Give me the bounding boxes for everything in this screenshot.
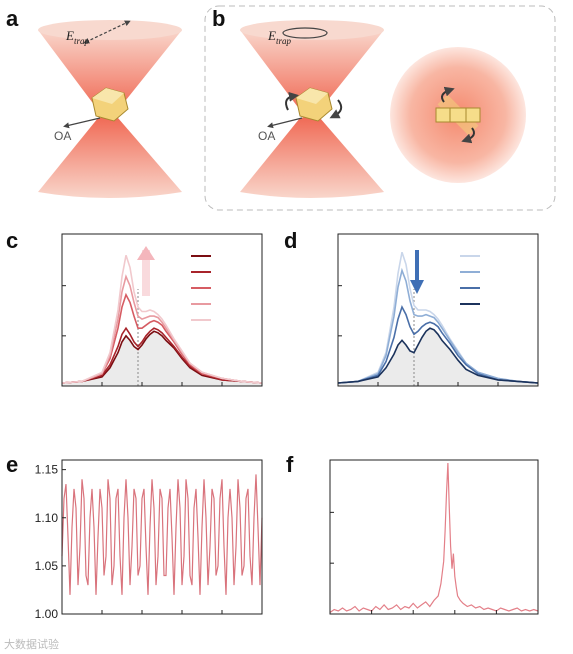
series-line-0 [61, 330, 263, 384]
panel-label-c: c [6, 228, 18, 253]
optical-axis-arrow-b [267, 117, 303, 129]
panel-label-d: d [284, 228, 297, 253]
axes-frame [61, 459, 263, 615]
axes-frame [337, 233, 539, 387]
beam-lower-cone [38, 117, 182, 198]
panel-f: f [286, 452, 539, 615]
series-line-160 [337, 327, 539, 384]
beam-upper-cone [38, 30, 182, 111]
series-line-140 [337, 304, 539, 384]
decrease-arrowhead [410, 280, 424, 294]
increase-arrowhead [137, 246, 155, 260]
chart-f [329, 459, 539, 615]
optical-axis-label: OA [54, 129, 71, 143]
series-line-80 [61, 255, 263, 384]
optical-axis-arrow [63, 117, 101, 129]
series-line-20 [61, 326, 263, 384]
shaded-area [338, 328, 538, 386]
panel-c: c [6, 228, 263, 387]
beam-top-ellipse-b [240, 20, 384, 40]
crystal-top-view-icon [435, 107, 481, 123]
y-tick-label: 1.05 [35, 559, 59, 573]
beam-upper-cone-b [240, 30, 384, 111]
panel-d: d [284, 228, 539, 387]
y-tick-label: 1.10 [35, 511, 59, 525]
panel-label-a: a [6, 6, 19, 31]
spin-arrow-bottom-icon [461, 127, 475, 144]
panel-label-b: b [212, 6, 225, 31]
chart-e: 1.00 1.05 1.10 1.15 [35, 459, 263, 621]
increase-arrow-icon [142, 250, 150, 296]
y-tick-label: 1.00 [35, 607, 59, 621]
series-line-40 [61, 292, 263, 384]
shaded-area [62, 331, 262, 386]
panel-b-frame [204, 5, 556, 211]
crystal-top-face-b [296, 88, 328, 104]
rotation-arrow-left-icon [285, 91, 299, 111]
panel-e: e 1.00 1.05 1.10 1.15 [6, 452, 263, 621]
series-line-120 [337, 267, 539, 384]
y-tick-label: 1.15 [35, 463, 59, 477]
field-label-a: Etrap [65, 28, 89, 46]
chart-c [61, 233, 263, 387]
watermark: 大数据试验 [4, 637, 59, 651]
crystal-top-face [92, 88, 124, 104]
decrease-arrow-icon [415, 250, 419, 280]
spin-arrow-top-icon [441, 86, 455, 103]
panel-label-e: e [6, 452, 18, 477]
panel-b: b OA Etrap [204, 5, 556, 211]
panel-a: a OA Etrap [6, 6, 182, 198]
optical-axis-label-b: OA [258, 129, 275, 143]
trace-line [329, 462, 539, 613]
chart-d [337, 233, 539, 387]
axes-frame [329, 459, 539, 615]
beam-lower-cone-b [240, 117, 384, 198]
panel-label-f: f [286, 452, 294, 477]
axes-frame [61, 233, 263, 387]
field-label-b: Etrap [267, 28, 291, 46]
circular-polarization-icon [282, 27, 328, 39]
trace-line [61, 474, 263, 595]
field-polarization-arrow [83, 20, 131, 44]
rotation-arrow-right-icon [329, 99, 343, 119]
